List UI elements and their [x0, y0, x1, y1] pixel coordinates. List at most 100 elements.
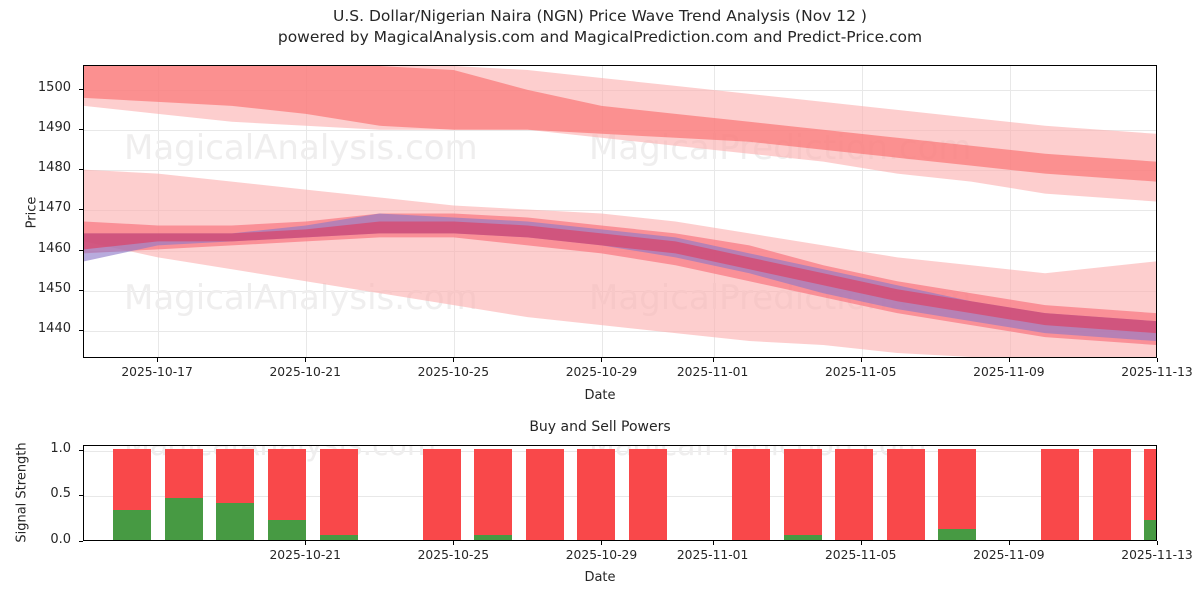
price-y-tick-mark: [79, 329, 83, 331]
price-band-core-band-crimson: [84, 221, 1156, 334]
price-y-tick-label: 1470: [37, 200, 71, 216]
signal-x-tick-mark: [860, 541, 862, 545]
signal-bar[interactable]: [113, 446, 152, 540]
signal-bar[interactable]: [525, 446, 564, 540]
sell-power-segment: [1092, 448, 1131, 540]
signal-bar[interactable]: [628, 446, 667, 540]
buy-power-segment: [164, 497, 203, 540]
price-x-tick-mark: [1008, 358, 1010, 362]
signal-x-tick-label: 2025-11-01: [676, 548, 749, 562]
price-y-tick-mark: [79, 289, 83, 291]
price-y-tick-label: 1480: [37, 160, 71, 176]
price-gridline-v: [713, 66, 715, 357]
price-y-tick-label: 1450: [37, 280, 71, 296]
signal-chart-plot-area: MagicalAnalysis.comMagicalPrediction.com: [83, 445, 1157, 541]
signal-x-axis-label: Date: [584, 570, 616, 585]
price-x-axis-label: Date: [584, 388, 616, 403]
signal-y-tick-label: 1.0: [50, 440, 71, 456]
signal-x-tick-label: 2025-11-09: [973, 548, 1045, 562]
price-y-axis-label: Price: [24, 196, 40, 229]
price-x-tick-label: 2025-11-09: [973, 365, 1045, 379]
signal-x-tick-mark: [453, 541, 455, 545]
signal-bar[interactable]: [577, 446, 616, 540]
signal-bar[interactable]: [835, 446, 874, 540]
signal-bar[interactable]: [422, 446, 461, 540]
signal-y-tick-mark: [79, 541, 83, 542]
signal-x-tick-mark: [601, 541, 603, 545]
price-x-tick-mark: [1157, 358, 1158, 362]
buy-power-segment: [783, 534, 822, 540]
signal-x-tick-label: 2025-10-29: [565, 548, 638, 562]
price-x-tick-label: 2025-11-05: [824, 365, 897, 379]
signal-y-tick-label: 0.5: [50, 486, 71, 502]
signal-x-tick-label: 2025-10-25: [417, 548, 490, 562]
price-y-tick-mark: [79, 249, 83, 251]
sell-power-segment: [577, 448, 616, 540]
price-x-tick-label: 2025-10-17: [121, 365, 193, 379]
signal-bar[interactable]: [267, 446, 306, 540]
price-band-inner-upper-band: [84, 66, 1156, 182]
signal-bar[interactable]: [474, 446, 513, 540]
sell-power-segment: [525, 448, 564, 540]
signal-x-tick-mark: [1157, 541, 1158, 545]
buy-power-segment: [474, 534, 513, 540]
signal-bar[interactable]: [938, 446, 977, 540]
sell-power-segment: [783, 448, 822, 540]
signal-gridline-h: [84, 450, 1156, 452]
price-x-tick-mark: [305, 358, 307, 362]
price-y-tick-label: 1440: [37, 320, 71, 336]
title-line-2: powered by MagicalAnalysis.com and Magic…: [277, 28, 923, 46]
signal-bar[interactable]: [319, 446, 358, 540]
buy-power-segment: [113, 509, 152, 540]
sell-power-segment: [474, 448, 513, 540]
signal-y-tick-label: 0.0: [50, 532, 71, 547]
price-x-tick-label: 2025-11-13: [1121, 365, 1193, 379]
signal-bar[interactable]: [164, 446, 203, 540]
price-x-tick-mark: [860, 358, 862, 362]
signal-chart-title: Buy and Sell Powers: [529, 419, 671, 435]
buy-power-segment: [1144, 519, 1156, 540]
signal-x-tick-mark: [1008, 541, 1010, 545]
price-x-tick-label: 2025-10-25: [417, 365, 490, 379]
signal-bar[interactable]: [1092, 446, 1131, 540]
signal-bar[interactable]: [216, 446, 255, 540]
price-y-tick-mark: [79, 209, 83, 211]
price-gridline-h: [84, 330, 1156, 332]
buy-power-segment: [267, 519, 306, 540]
title-line-1: U.S. Dollar/Nigerian Naira (NGN) Price W…: [333, 7, 867, 25]
sell-power-segment: [938, 448, 977, 540]
price-x-tick-label: 2025-10-29: [565, 365, 638, 379]
price-y-tick-label: 1460: [37, 240, 71, 256]
price-y-tick-mark: [79, 129, 83, 131]
price-x-tick-label: 2025-10-21: [269, 365, 341, 379]
buy-power-segment: [216, 503, 255, 540]
sell-power-segment: [319, 448, 358, 540]
price-y-tick-mark: [79, 169, 83, 171]
price-y-tick-label: 1500: [37, 80, 71, 96]
signal-x-tick-label: 2025-11-13: [1121, 548, 1193, 562]
sell-power-segment: [731, 448, 770, 540]
price-chart-plot-area: MagicalAnalysis.comMagicalPrediction.com…: [83, 65, 1157, 358]
sell-power-segment: [628, 448, 667, 540]
page-title: U.S. Dollar/Nigerian Naira (NGN) Price W…: [0, 6, 1200, 48]
signal-y-axis-label: Signal Strength: [14, 442, 30, 543]
signal-x-tick-mark: [305, 541, 307, 545]
buy-power-segment: [938, 529, 977, 540]
sell-power-segment: [1144, 448, 1156, 540]
price-y-tick-mark: [79, 89, 83, 91]
price-wave-bands: [84, 66, 1156, 357]
signal-y-tick-mark: [79, 449, 83, 451]
signal-gridline-h: [84, 496, 1156, 498]
signal-bar[interactable]: [1041, 446, 1080, 540]
price-gridline-v: [602, 66, 604, 357]
signal-bar[interactable]: [1144, 446, 1156, 540]
signal-bar[interactable]: [783, 446, 822, 540]
signal-y-tick-mark: [79, 495, 83, 497]
price-gridline-v: [861, 66, 863, 357]
price-gridline-h: [84, 170, 1156, 172]
signal-bar[interactable]: [731, 446, 770, 540]
price-x-tick-label: 2025-11-01: [676, 365, 749, 379]
signal-bar[interactable]: [886, 446, 925, 540]
sell-power-segment: [422, 448, 461, 540]
